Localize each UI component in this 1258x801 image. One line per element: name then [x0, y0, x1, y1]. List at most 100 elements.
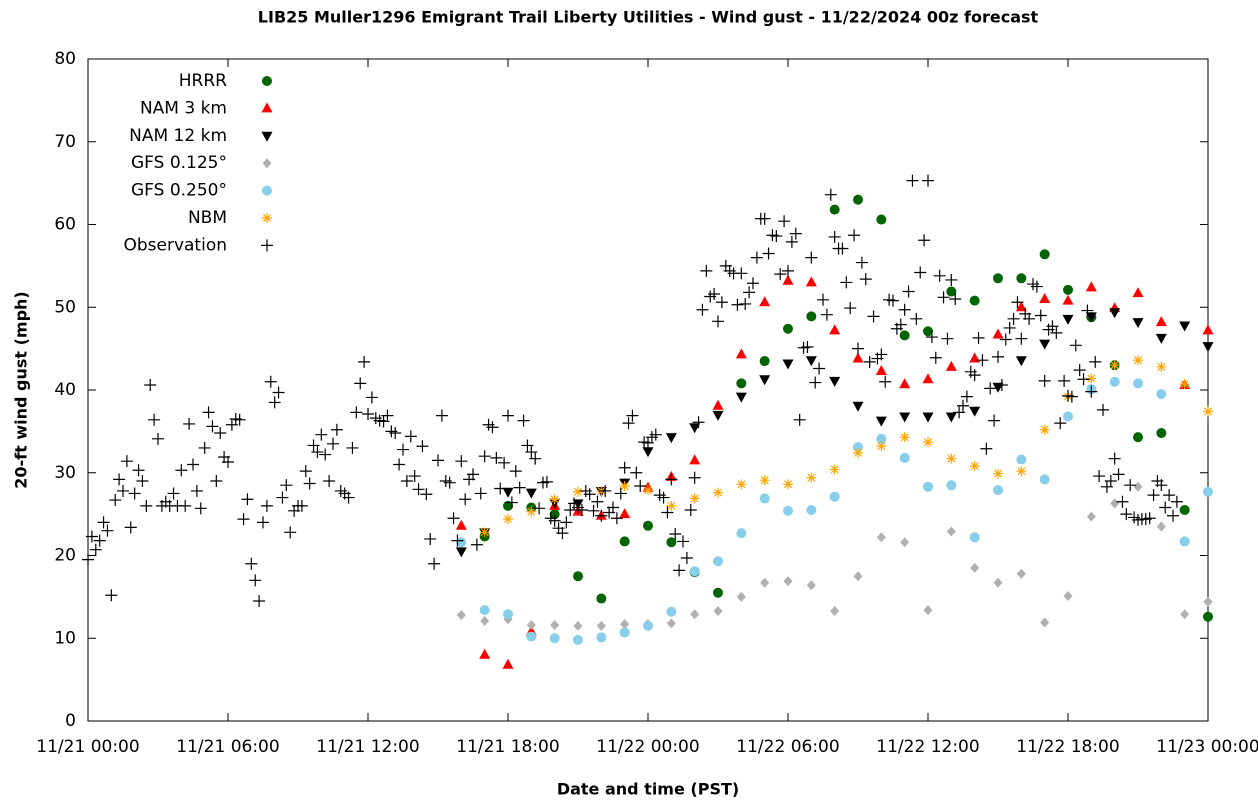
data-point	[770, 230, 783, 243]
data-point	[945, 360, 957, 371]
data-point	[525, 446, 538, 459]
data-point	[1086, 373, 1097, 384]
legend-label: NBM	[188, 208, 227, 228]
data-point	[1112, 468, 1125, 481]
data-point	[619, 508, 631, 519]
data-point	[400, 475, 413, 488]
data-point	[1133, 432, 1143, 443]
data-point	[533, 502, 546, 515]
data-point	[311, 446, 324, 459]
data-point	[906, 174, 919, 187]
data-point	[136, 475, 149, 488]
data-point	[946, 286, 957, 297]
data-point	[1015, 356, 1027, 367]
legend-label: HRRR	[179, 71, 227, 91]
data-point	[899, 378, 911, 389]
data-point	[783, 576, 793, 587]
data-point	[875, 364, 887, 375]
data-point	[840, 276, 853, 289]
data-point	[1203, 486, 1213, 497]
data-point	[774, 268, 787, 281]
data-point	[521, 439, 534, 452]
data-point	[620, 619, 630, 630]
data-point	[295, 499, 308, 512]
data-point	[736, 479, 747, 490]
data-point	[690, 609, 700, 620]
data-point	[642, 447, 654, 458]
data-point	[257, 516, 269, 529]
data-point	[855, 256, 868, 269]
data-point	[1030, 280, 1043, 293]
data-point	[1039, 249, 1050, 260]
data-point	[945, 273, 958, 286]
data-point	[210, 475, 223, 488]
data-point	[867, 310, 880, 323]
data-point	[922, 373, 934, 384]
data-point	[619, 480, 630, 491]
data-point	[389, 427, 402, 440]
data-point	[626, 409, 639, 422]
data-point	[303, 477, 316, 490]
data-point	[801, 340, 814, 353]
data-point	[736, 591, 746, 602]
data-point	[249, 574, 262, 587]
data-point	[358, 355, 371, 368]
data-point	[923, 481, 933, 492]
data-point	[1159, 501, 1172, 514]
data-point	[957, 399, 969, 412]
data-point	[715, 296, 728, 309]
data-point	[619, 536, 630, 547]
data-point	[416, 440, 429, 453]
data-point	[1085, 281, 1097, 292]
data-point	[1108, 452, 1121, 465]
data-point	[596, 632, 607, 643]
data-point	[595, 509, 608, 522]
data-point	[1170, 495, 1183, 508]
data-point	[680, 551, 693, 564]
data-point	[1179, 536, 1190, 547]
data-point	[813, 362, 826, 375]
data-point	[241, 493, 254, 506]
chart-title: LIB25 Muller1296 Emigrant Trail Liberty …	[258, 8, 1039, 27]
data-point	[993, 485, 1003, 496]
legend-label: NAM 12 km	[129, 126, 227, 146]
data-point	[793, 413, 806, 426]
data-point	[852, 342, 864, 355]
data-point	[113, 473, 126, 486]
data-point	[1147, 489, 1160, 502]
data-point	[836, 242, 849, 255]
data-point	[806, 311, 817, 322]
data-point	[503, 514, 513, 525]
data-point	[923, 437, 933, 448]
data-point	[1054, 417, 1067, 430]
data-point	[85, 530, 98, 543]
data-point	[276, 491, 289, 504]
y-tick-label: 70	[54, 132, 76, 152]
data-point	[610, 512, 623, 525]
data-point	[435, 409, 448, 422]
data-point	[354, 377, 367, 390]
data-point	[307, 439, 320, 452]
data-point	[899, 330, 910, 341]
data-point	[573, 486, 583, 497]
data-point	[264, 375, 277, 388]
data-point	[988, 414, 1001, 427]
data-point	[408, 470, 421, 483]
data-point	[1015, 332, 1028, 345]
x-tick-label: 11/22 12:00	[876, 737, 979, 757]
data-point	[517, 414, 530, 427]
data-point	[1058, 374, 1071, 387]
data-point	[914, 266, 927, 279]
data-point	[976, 354, 989, 367]
data-point	[479, 605, 490, 616]
data-point	[1179, 379, 1190, 390]
data-point	[187, 458, 199, 471]
data-point	[1104, 475, 1117, 488]
data-point	[953, 406, 966, 419]
data-point	[946, 480, 957, 491]
data-point	[708, 288, 721, 301]
data-point	[785, 235, 798, 248]
data-point	[859, 273, 872, 286]
data-point	[669, 527, 682, 540]
data-point	[1124, 479, 1137, 492]
